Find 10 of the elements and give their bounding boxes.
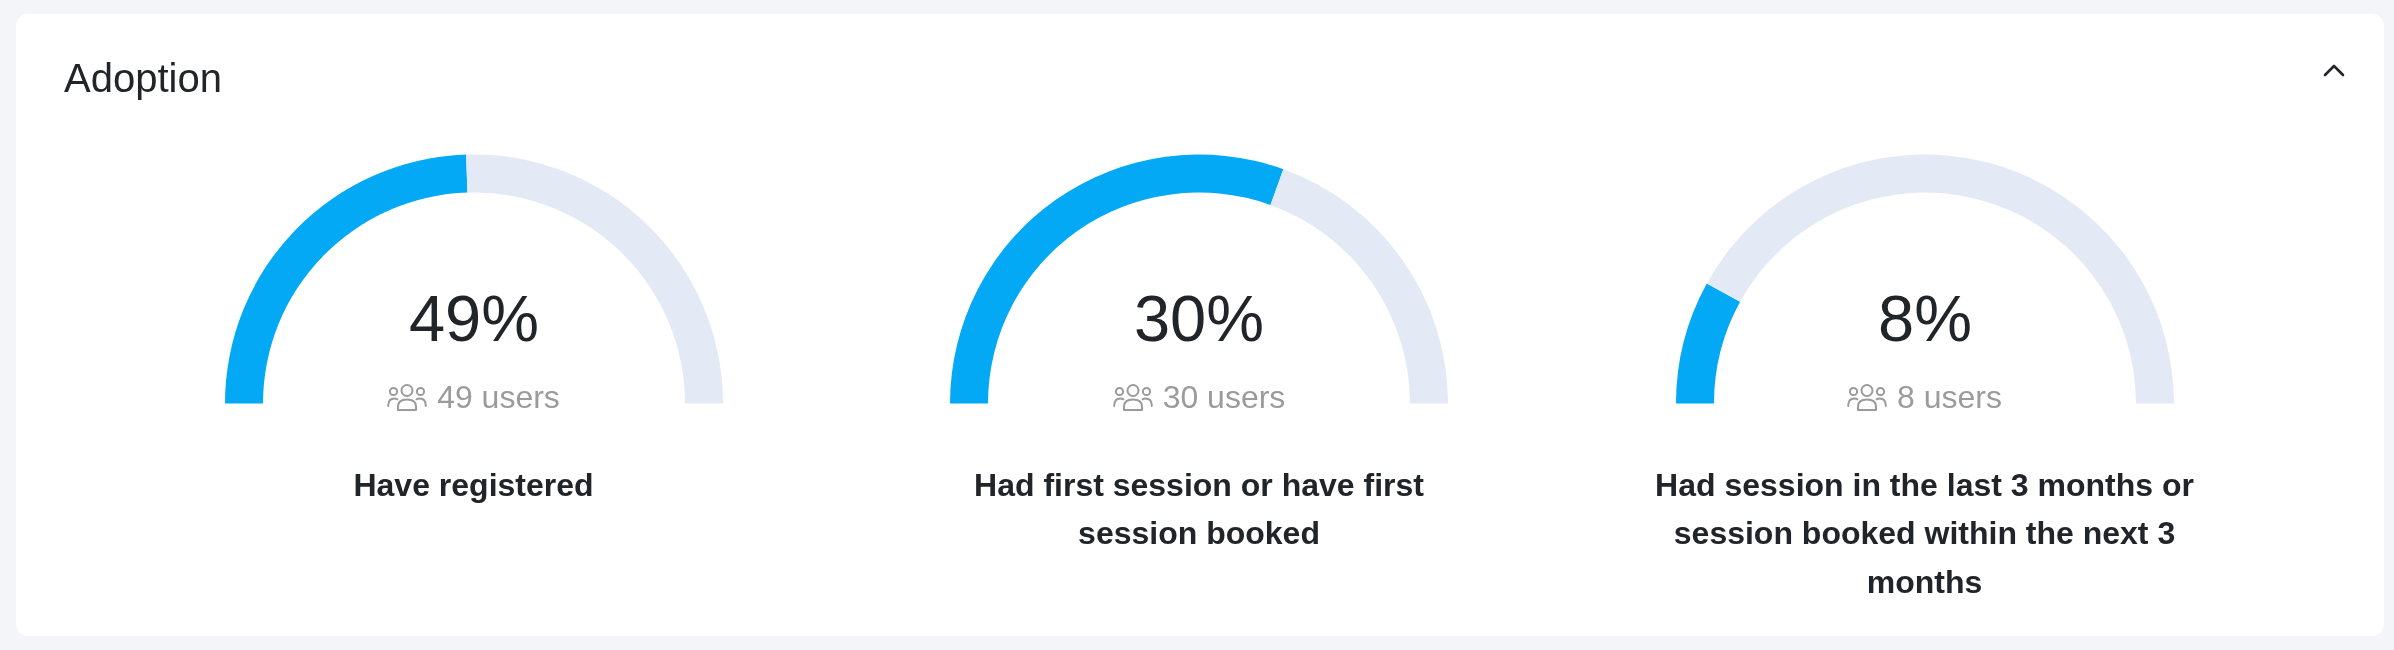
text: Have registered [352, 465, 595, 505]
text: 8 users [1897, 379, 2002, 415]
text: 8% [1877, 282, 1972, 355]
text: Adoption [64, 56, 222, 100]
text: Had first session or have first session booked [973, 465, 1425, 554]
text: 30% [1133, 282, 1265, 355]
text: Had session in the last 3 months or session booked within the next 3 months [1654, 465, 2195, 602]
text: 30 users [1162, 379, 1286, 415]
text: 49 users [437, 379, 560, 415]
text: 49% [408, 282, 539, 355]
